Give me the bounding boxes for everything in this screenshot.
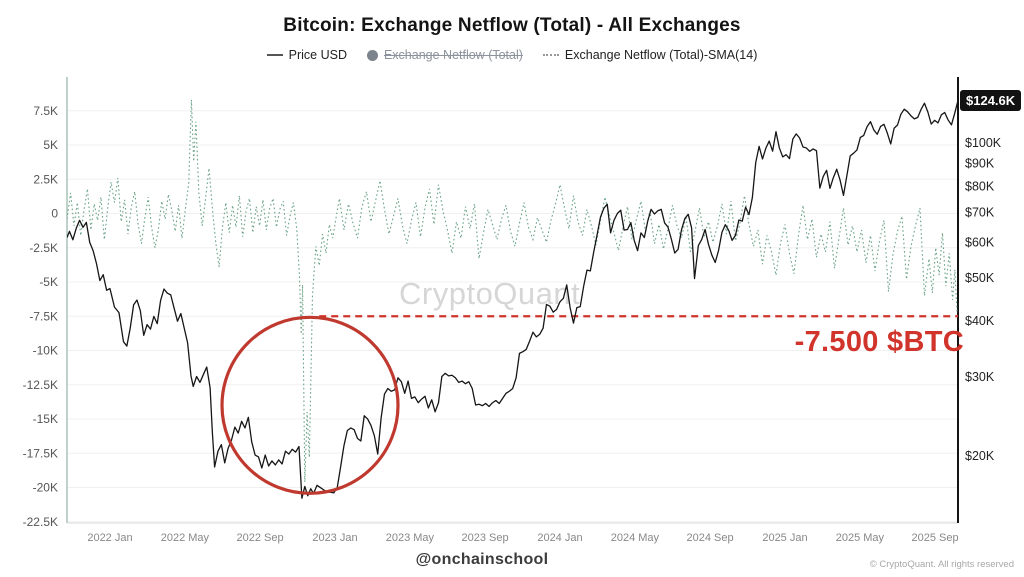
x-axis-tick-label: 2025 May [836, 532, 885, 544]
x-axis-tick-label: 2025 Sep [911, 532, 958, 544]
right-axis-tick-label: $70K [965, 205, 995, 219]
right-axis-tick-label: $40K [965, 314, 995, 328]
author-handle: @onchainschool [415, 551, 549, 568]
legend-item-sma[interactable]: Exchange Netflow (Total)-SMA(14) [542, 48, 758, 62]
copyright-note: © CryptoQuant. All rights reserved [869, 559, 1014, 570]
x-axis-tick-label: 2024 Sep [686, 532, 733, 544]
right-axis-tick-label: $50K [965, 271, 995, 285]
last-price-badge: $124.6K [960, 90, 1022, 111]
sma-dotted-swatch-icon [542, 54, 559, 56]
x-axis-tick-label: 2025 Jan [762, 532, 807, 544]
legend-netflow-label: Exchange Netflow (Total) [383, 48, 523, 62]
left-axis-tick-label: 7.5K [33, 104, 58, 118]
netflow-dot-swatch-icon [366, 49, 378, 61]
legend-item-price[interactable]: Price USD [266, 48, 347, 62]
legend-price-label: Price USD [288, 48, 347, 62]
x-axis-tick-label: 2022 Sep [236, 532, 283, 544]
legend-sma-label: Exchange Netflow (Total)-SMA(14) [564, 48, 758, 62]
left-axis-tick-label: 5K [43, 138, 58, 152]
price-line-swatch-icon [266, 54, 283, 56]
right-axis-tick-label: $90K [965, 157, 995, 171]
x-axis-tick-label: 2024 Jan [537, 532, 582, 544]
left-axis-tick-label: -5K [39, 275, 58, 289]
left-axis-tick-label: -20K [33, 481, 58, 495]
x-axis-tick-label: 2023 Sep [461, 532, 508, 544]
chart-title: Bitcoin: Exchange Netflow (Total) - All … [283, 15, 741, 36]
left-axis-tick-label: 2.5K [33, 172, 58, 186]
right-axis-tick-label: $80K [965, 179, 995, 193]
netflow-annotation-label: -7.500 $BTC [794, 326, 964, 358]
x-axis-tick-label: 2023 Jan [312, 532, 357, 544]
x-axis-tick-label: 2024 May [611, 532, 660, 544]
x-axis-tick-label: 2022 Jan [87, 532, 132, 544]
left-axis-tick-label: -15K [33, 412, 58, 426]
highlight-circle-annotation [220, 315, 400, 495]
right-axis-tick-label: $30K [965, 370, 995, 384]
right-axis-tick-label: $20K [965, 449, 995, 463]
left-axis-tick-label: -10K [33, 344, 58, 358]
left-axis-tick-label: -17.5K [23, 446, 58, 460]
x-axis-tick-label: 2023 May [386, 532, 435, 544]
left-axis-tick-label: -2.5K [29, 241, 58, 255]
left-axis-tick-label: -7.5K [29, 309, 58, 323]
right-axis-tick-label: $60K [965, 235, 995, 249]
right-axis-tick-label: $100K [965, 136, 1002, 150]
x-axis-tick-label: 2022 May [161, 532, 210, 544]
left-axis-tick-label: 0 [51, 207, 58, 221]
chart-legend: Price USD Exchange Netflow (Total) Excha… [0, 48, 1024, 62]
price-usd-line [67, 100, 958, 499]
legend-item-netflow-disabled[interactable]: Exchange Netflow (Total) [366, 48, 523, 62]
left-axis-tick-label: -12.5K [23, 378, 58, 392]
netflow-sma-line [67, 99, 958, 483]
left-axis-tick-label: -22.5K [23, 515, 58, 529]
